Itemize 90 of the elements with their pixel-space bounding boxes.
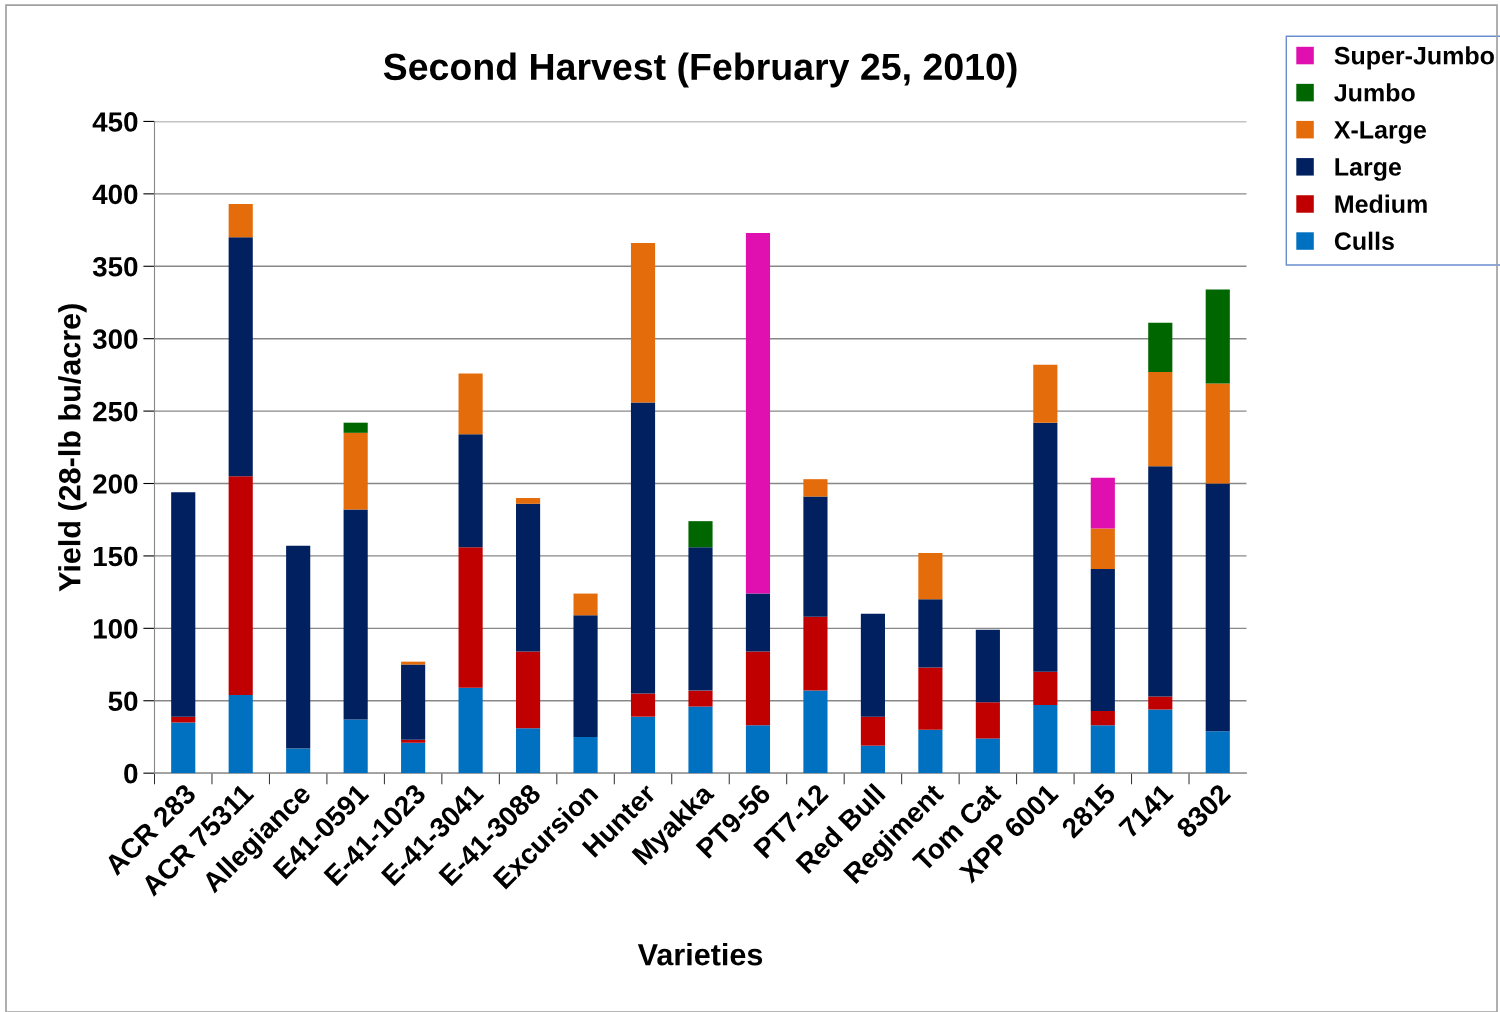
bar	[401, 739, 426, 743]
bar	[343, 422, 368, 433]
bar	[745, 593, 771, 652]
bar	[1033, 705, 1058, 774]
bar	[688, 547, 713, 691]
bar	[860, 716, 885, 746]
bar	[1090, 725, 1115, 774]
bar	[516, 503, 541, 652]
bar	[228, 237, 253, 477]
y-tick-label: 250	[93, 401, 138, 422]
bar	[1090, 568, 1115, 711]
bar	[1090, 477, 1115, 529]
bar	[401, 742, 426, 774]
y-tick-label: 50	[108, 691, 138, 712]
y-tick-label: 350	[92, 256, 138, 277]
y-tick-label: 300	[92, 329, 138, 350]
bar	[803, 496, 828, 617]
bar	[1148, 709, 1173, 774]
bar	[630, 693, 656, 717]
bar	[918, 599, 943, 668]
bar	[458, 434, 483, 548]
y-tick-label: 0	[124, 763, 138, 784]
legend-label: Culls	[1334, 231, 1394, 251]
bar	[401, 664, 426, 740]
bar	[1148, 696, 1173, 710]
x-axis-title: Varieties	[637, 943, 763, 966]
bar	[1205, 383, 1230, 484]
bar	[803, 690, 828, 774]
bar	[860, 745, 885, 774]
bar	[171, 722, 196, 774]
legend-label: Jumbo	[1334, 83, 1415, 102]
bar	[1033, 671, 1058, 706]
bar	[573, 593, 598, 616]
bar	[688, 521, 713, 548]
bar	[1148, 322, 1173, 372]
y-axis-title: Yield (28-lb bu/acre)	[58, 304, 87, 592]
legend-label: X-Large	[1334, 121, 1427, 144]
bar	[1148, 371, 1173, 467]
bar	[630, 716, 656, 774]
bar	[745, 232, 771, 594]
chart-title: Second Harvest (February 25, 2010)	[383, 52, 1017, 88]
y-tick-label: 100	[93, 619, 138, 639]
bar	[228, 203, 253, 238]
bar	[688, 706, 713, 774]
bar	[171, 492, 196, 717]
bar	[516, 497, 541, 504]
bar	[516, 728, 541, 774]
bar	[401, 661, 426, 665]
bar	[573, 736, 598, 774]
bar	[803, 616, 828, 691]
bar	[1033, 422, 1058, 672]
bar	[918, 667, 943, 730]
bar	[343, 432, 368, 510]
bar	[1090, 710, 1115, 726]
legend-label: Medium	[1335, 194, 1427, 213]
bar	[975, 702, 1000, 739]
bar	[918, 553, 943, 600]
bar	[458, 547, 483, 688]
bar	[688, 690, 713, 707]
bar	[630, 402, 656, 694]
bar	[975, 738, 1000, 774]
y-tick-label: 450	[92, 112, 138, 132]
bar	[228, 476, 253, 695]
bar	[286, 748, 311, 774]
bar	[745, 651, 771, 726]
bar	[1090, 528, 1115, 569]
bar	[458, 373, 483, 435]
bar	[918, 729, 943, 774]
legend-label: Large	[1335, 158, 1402, 181]
bar	[630, 243, 656, 403]
y-tick-label: 150	[93, 546, 138, 567]
bar	[1033, 364, 1058, 423]
y-tick-label: 400	[92, 184, 138, 205]
bar	[343, 509, 368, 720]
bar	[745, 725, 771, 774]
bar	[1205, 731, 1230, 774]
bar	[1148, 466, 1173, 697]
bar	[1205, 483, 1230, 732]
bar	[860, 613, 885, 717]
bar	[803, 479, 828, 497]
bar	[458, 687, 483, 774]
y-tick-label: 200	[93, 474, 138, 494]
bar	[1205, 289, 1230, 384]
bar	[516, 651, 541, 729]
bar	[343, 719, 368, 774]
bar	[228, 694, 253, 774]
bar	[573, 615, 598, 737]
bar	[286, 545, 311, 749]
legend-label: Super-Jumbo	[1334, 46, 1494, 70]
bar	[975, 629, 1000, 703]
